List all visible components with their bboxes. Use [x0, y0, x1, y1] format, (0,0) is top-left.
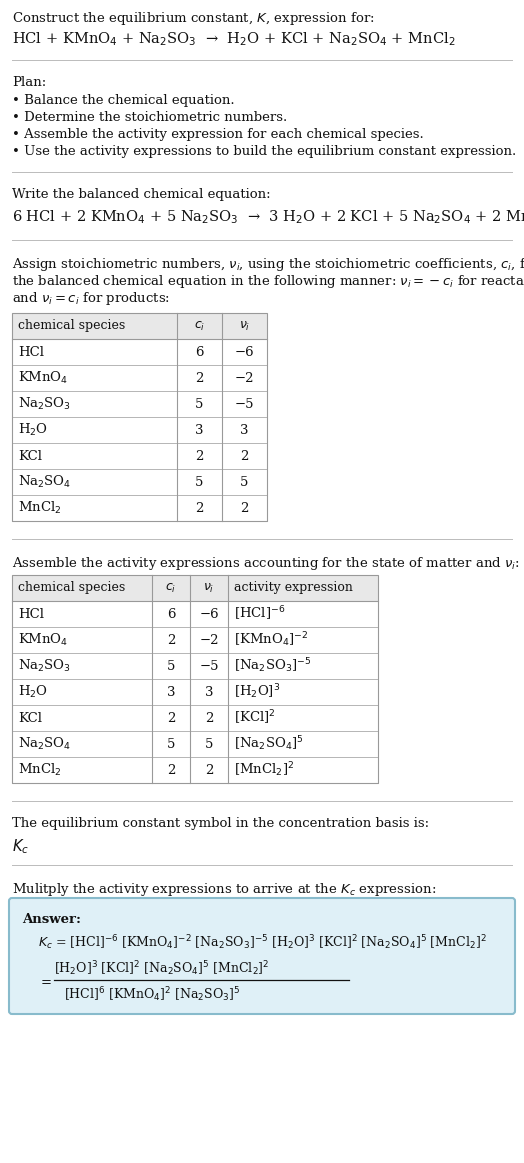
- Text: The equilibrium constant symbol in the concentration basis is:: The equilibrium constant symbol in the c…: [12, 816, 429, 830]
- Text: −6: −6: [199, 607, 219, 621]
- Text: 2: 2: [167, 634, 175, 647]
- Text: 6: 6: [195, 345, 204, 358]
- Text: Na$_2$SO$_3$: Na$_2$SO$_3$: [18, 658, 71, 675]
- Text: $c_i$: $c_i$: [166, 582, 177, 594]
- Text: 3: 3: [195, 423, 204, 436]
- Text: Na$_2$SO$_4$: Na$_2$SO$_4$: [18, 736, 71, 752]
- Text: HCl: HCl: [18, 607, 44, 621]
- Text: [H$_2$O]$^3$ [KCl]$^2$ [Na$_2$SO$_4$]$^5$ [MnCl$_2$]$^2$: [H$_2$O]$^3$ [KCl]$^2$ [Na$_2$SO$_4$]$^5…: [54, 959, 270, 978]
- Text: [Na$_2$SO$_4$]$^5$: [Na$_2$SO$_4$]$^5$: [234, 735, 303, 754]
- Text: 2: 2: [167, 763, 175, 777]
- Text: 2: 2: [241, 450, 249, 463]
- Text: Assemble the activity expressions accounting for the state of matter and $\nu_i$: Assemble the activity expressions accoun…: [12, 555, 520, 572]
- Text: activity expression: activity expression: [234, 582, 353, 594]
- Text: $c_i$: $c_i$: [194, 320, 205, 333]
- Text: chemical species: chemical species: [18, 320, 125, 333]
- Text: HCl: HCl: [18, 345, 44, 358]
- Bar: [12, 575, 378, 783]
- Text: 2: 2: [241, 501, 249, 514]
- Text: Answer:: Answer:: [22, 913, 81, 926]
- Bar: [12, 313, 267, 521]
- Text: $=$: $=$: [38, 975, 52, 987]
- Text: HCl + KMnO$_4$ + Na$_2$SO$_3$  →  H$_2$O + KCl + Na$_2$SO$_4$ + MnCl$_2$: HCl + KMnO$_4$ + Na$_2$SO$_3$ → H$_2$O +…: [12, 30, 456, 48]
- Text: [Na$_2$SO$_3$]$^{-5}$: [Na$_2$SO$_3$]$^{-5}$: [234, 657, 311, 676]
- Text: chemical species: chemical species: [18, 582, 125, 594]
- Text: 3: 3: [205, 685, 213, 699]
- Text: MnCl$_2$: MnCl$_2$: [18, 762, 61, 778]
- Text: 5: 5: [205, 737, 213, 750]
- Text: [MnCl$_2$]$^2$: [MnCl$_2$]$^2$: [234, 761, 294, 779]
- Text: 2: 2: [167, 712, 175, 725]
- Text: 5: 5: [167, 737, 175, 750]
- Text: Construct the equilibrium constant, $K$, expression for:: Construct the equilibrium constant, $K$,…: [12, 10, 375, 27]
- Text: Write the balanced chemical equation:: Write the balanced chemical equation:: [12, 188, 270, 201]
- Text: H$_2$O: H$_2$O: [18, 422, 48, 438]
- Text: 5: 5: [195, 476, 204, 488]
- Text: • Use the activity expressions to build the equilibrium constant expression.: • Use the activity expressions to build …: [12, 145, 516, 158]
- Text: MnCl$_2$: MnCl$_2$: [18, 500, 61, 516]
- Text: Na$_2$SO$_3$: Na$_2$SO$_3$: [18, 395, 71, 412]
- Text: −2: −2: [235, 371, 254, 385]
- Text: and $\nu_i = c_i$ for products:: and $\nu_i = c_i$ for products:: [12, 290, 170, 307]
- Text: $\nu_i$: $\nu_i$: [203, 582, 215, 594]
- Text: 3: 3: [240, 423, 249, 436]
- Text: [HCl]$^6$ [KMnO$_4$]$^2$ [Na$_2$SO$_3$]$^5$: [HCl]$^6$ [KMnO$_4$]$^2$ [Na$_2$SO$_3$]$…: [64, 985, 241, 1004]
- Text: [H$_2$O]$^3$: [H$_2$O]$^3$: [234, 683, 280, 701]
- Text: 5: 5: [167, 659, 175, 672]
- Text: [HCl]$^{-6}$: [HCl]$^{-6}$: [234, 605, 286, 623]
- Text: −5: −5: [235, 398, 254, 411]
- Text: KCl: KCl: [18, 712, 42, 725]
- Text: $K_c$ = [HCl]$^{-6}$ [KMnO$_4$]$^{-2}$ [Na$_2$SO$_3$]$^{-5}$ [H$_2$O]$^3$ [KCl]$: $K_c$ = [HCl]$^{-6}$ [KMnO$_4$]$^{-2}$ […: [38, 933, 487, 951]
- Text: Assign stoichiometric numbers, $\nu_i$, using the stoichiometric coefficients, $: Assign stoichiometric numbers, $\nu_i$, …: [12, 256, 524, 273]
- Text: [KMnO$_4$]$^{-2}$: [KMnO$_4$]$^{-2}$: [234, 630, 309, 649]
- Text: 6 HCl + 2 KMnO$_4$ + 5 Na$_2$SO$_3$  →  3 H$_2$O + 2 KCl + 5 Na$_2$SO$_4$ + 2 Mn: 6 HCl + 2 KMnO$_4$ + 5 Na$_2$SO$_3$ → 3 …: [12, 208, 524, 226]
- Text: 5: 5: [195, 398, 204, 411]
- Text: −6: −6: [235, 345, 254, 358]
- Text: 3: 3: [167, 685, 175, 699]
- Text: 2: 2: [205, 763, 213, 777]
- Text: • Determine the stoichiometric numbers.: • Determine the stoichiometric numbers.: [12, 110, 287, 124]
- Text: $\nu_i$: $\nu_i$: [239, 320, 250, 333]
- Bar: [12, 313, 267, 338]
- Text: 6: 6: [167, 607, 175, 621]
- Text: 5: 5: [241, 476, 249, 488]
- Text: Plan:: Plan:: [12, 76, 46, 90]
- Text: 2: 2: [205, 712, 213, 725]
- Text: KCl: KCl: [18, 450, 42, 463]
- Text: 2: 2: [195, 501, 204, 514]
- Text: the balanced chemical equation in the following manner: $\nu_i = -c_i$ for react: the balanced chemical equation in the fo…: [12, 273, 524, 290]
- Text: • Assemble the activity expression for each chemical species.: • Assemble the activity expression for e…: [12, 128, 424, 141]
- Text: [KCl]$^2$: [KCl]$^2$: [234, 708, 276, 727]
- Text: −2: −2: [199, 634, 219, 647]
- FancyBboxPatch shape: [9, 898, 515, 1014]
- Text: KMnO$_4$: KMnO$_4$: [18, 370, 68, 386]
- Bar: [12, 575, 378, 601]
- Text: • Balance the chemical equation.: • Balance the chemical equation.: [12, 94, 235, 107]
- Text: KMnO$_4$: KMnO$_4$: [18, 632, 68, 648]
- Text: −5: −5: [199, 659, 219, 672]
- Text: $K_c$: $K_c$: [12, 837, 29, 856]
- Text: 2: 2: [195, 450, 204, 463]
- Text: H$_2$O: H$_2$O: [18, 684, 48, 700]
- Text: Na$_2$SO$_4$: Na$_2$SO$_4$: [18, 475, 71, 490]
- Text: 2: 2: [195, 371, 204, 385]
- Text: Mulitply the activity expressions to arrive at the $K_c$ expression:: Mulitply the activity expressions to arr…: [12, 882, 436, 898]
